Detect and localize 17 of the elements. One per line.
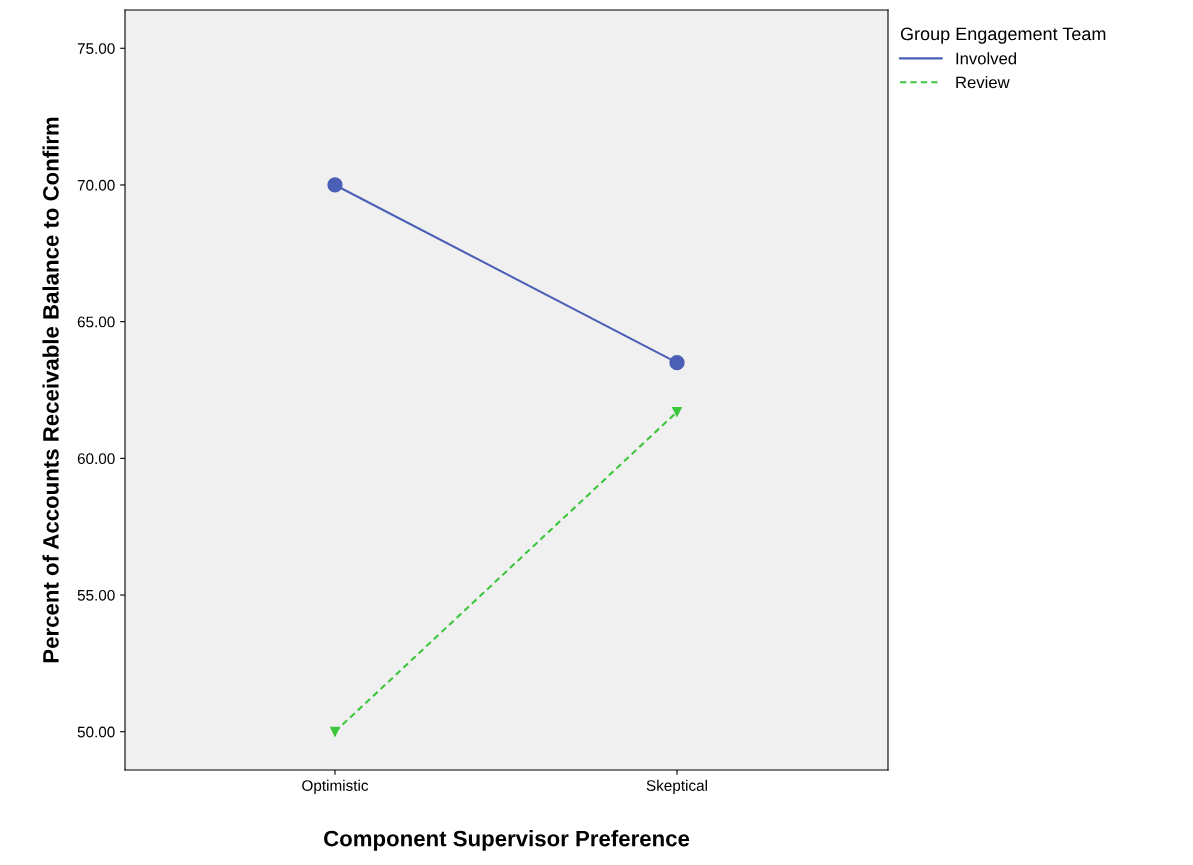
point — [672, 407, 682, 417]
point — [330, 726, 340, 737]
y-tick-label: 55.00 — [77, 589, 115, 601]
legend-label: Review — [956, 76, 1010, 89]
y-tick-label: 70.00 — [77, 179, 115, 191]
point — [327, 177, 343, 193]
x-tick-label: Skeptical — [646, 779, 707, 794]
point — [669, 355, 685, 371]
legend-label: Involved — [956, 52, 1016, 65]
x-tick-label: Optimistic — [302, 779, 369, 794]
y-tick-label: 60.00 — [77, 453, 115, 465]
y-axis-title: Percent of Accounts Receivable Balance to Confirm — [42, 117, 59, 663]
x-axis-title: Component Supervisor Preference — [324, 830, 690, 851]
y-tick-label: 75.00 — [77, 43, 115, 54]
legend-title: Group Engagement Team — [900, 27, 1106, 44]
y-tick-label: 50.00 — [77, 726, 115, 738]
y-tick-label: 65.00 — [77, 316, 115, 328]
